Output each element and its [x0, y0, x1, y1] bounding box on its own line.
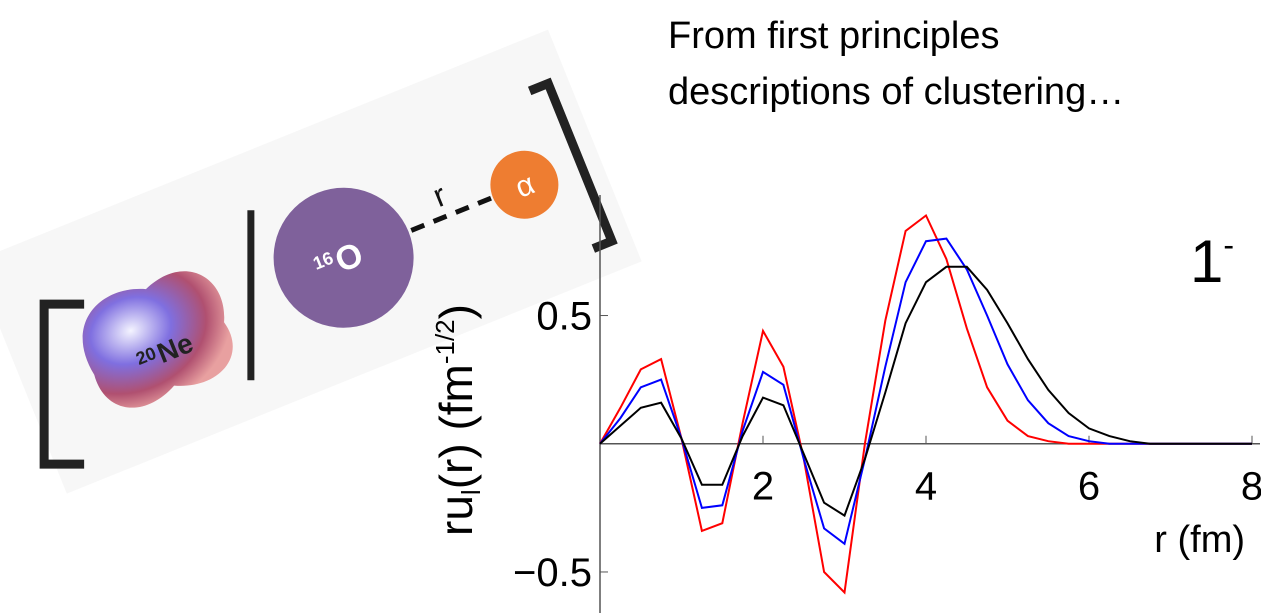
x-tick-label: 2: [752, 465, 774, 509]
page: From first principles descriptions of cl…: [0, 0, 1261, 613]
x-tick-label: 6: [1078, 465, 1100, 509]
y-axis-label-part: ru: [430, 495, 482, 536]
cluster-diagram: 20 Ne 16 O r α: [0, 30, 642, 498]
y-tick-label: −0.5: [513, 551, 592, 595]
y-axis-label-part: -1/2: [430, 319, 460, 364]
x-axis-label: r (fm): [1154, 519, 1245, 561]
slide-title-line: descriptions of clustering…: [668, 71, 1124, 113]
annotation: 1-: [1190, 227, 1234, 295]
annotation-main: 1: [1190, 228, 1223, 295]
slide-title-line: From first principles: [668, 15, 1000, 57]
slide: From first principles descriptions of cl…: [0, 0, 1261, 613]
x-tick-label: 8: [1241, 465, 1261, 509]
annotation-sup: -: [1223, 227, 1234, 263]
y-tick-label: 0.5: [536, 295, 592, 339]
x-tick-label: 4: [915, 465, 937, 509]
y-axis-label: rul(r) (fm-1/2): [430, 304, 486, 536]
y-axis-label-part: ): [430, 304, 482, 319]
y-axis-label-part: (r) (fm: [430, 364, 482, 489]
